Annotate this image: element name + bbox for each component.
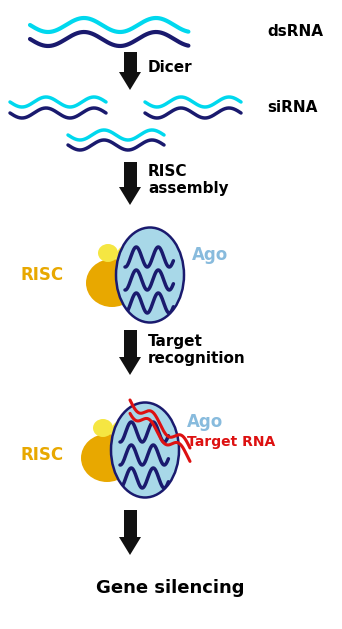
Text: Target RNA: Target RNA (187, 435, 275, 449)
Text: Ago: Ago (187, 413, 223, 431)
Text: RISC: RISC (20, 446, 63, 464)
Ellipse shape (111, 419, 139, 445)
FancyBboxPatch shape (123, 330, 136, 357)
Polygon shape (119, 357, 141, 375)
Text: Ago: Ago (192, 246, 228, 264)
Polygon shape (119, 187, 141, 205)
Ellipse shape (116, 244, 144, 270)
Text: RISC: RISC (20, 266, 63, 284)
Polygon shape (119, 537, 141, 555)
Ellipse shape (93, 419, 113, 437)
Polygon shape (119, 72, 141, 90)
FancyBboxPatch shape (123, 510, 136, 537)
FancyBboxPatch shape (123, 162, 136, 187)
Text: Dicer: Dicer (148, 60, 193, 75)
Ellipse shape (111, 403, 179, 498)
Text: dsRNA: dsRNA (267, 25, 323, 40)
FancyBboxPatch shape (123, 52, 136, 72)
Text: Gene silencing: Gene silencing (96, 579, 244, 597)
Ellipse shape (116, 228, 184, 323)
Ellipse shape (81, 434, 133, 482)
Ellipse shape (86, 259, 138, 307)
Text: siRNA: siRNA (267, 101, 317, 116)
Text: RISC
assembly: RISC assembly (148, 164, 228, 196)
Ellipse shape (98, 244, 118, 262)
Text: Target
recognition: Target recognition (148, 334, 246, 366)
